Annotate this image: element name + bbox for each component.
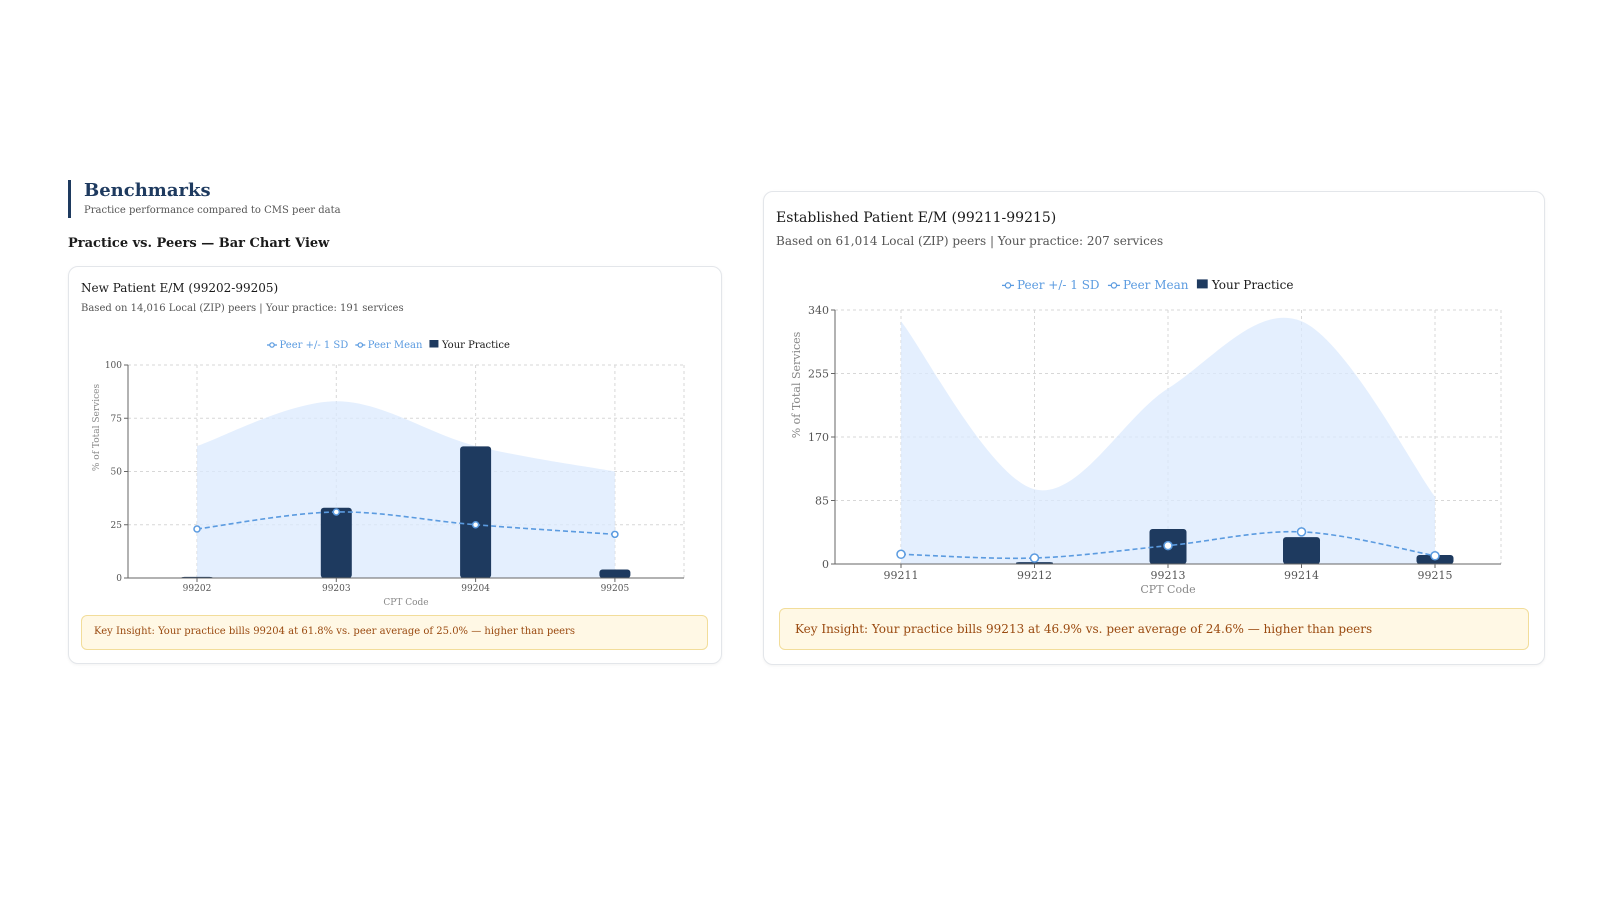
- key-insight: Key Insight: Your practice bills 99204 a…: [81, 615, 708, 650]
- peer-mean-point-99215: [1430, 551, 1440, 561]
- peer-mean-point-99202: [193, 525, 201, 533]
- y-axis-title: % of Total Services: [92, 384, 102, 472]
- y-tick-label: 255: [808, 367, 829, 380]
- y-tick-label: 25: [111, 521, 123, 531]
- y-tick-label: 100: [105, 361, 122, 371]
- peer-mean-point-99211: [896, 549, 906, 560]
- y-tick-label: 85: [815, 494, 829, 507]
- y-tick-label: 0: [116, 574, 122, 584]
- legend-practice-item: Your Practice: [429, 340, 510, 351]
- legend-practice-label: Your Practice: [1211, 278, 1294, 292]
- peer-mean-point-99204: [471, 521, 480, 529]
- bar-99204: [460, 446, 492, 578]
- x-tick-label: 99212: [1017, 569, 1052, 582]
- peer-mean-point-99205: [611, 530, 619, 539]
- peer-mean-point-99203: [332, 508, 341, 516]
- y-tick-label: 0: [822, 558, 829, 571]
- legend-sd-swatch-dot: [269, 342, 275, 348]
- y-tick-label: 170: [808, 431, 829, 444]
- bar-99203: [320, 507, 352, 578]
- legend-practice-swatch: [1196, 279, 1208, 289]
- x-axis-title: CPT Code: [1140, 583, 1195, 596]
- x-tick-label: 99204: [461, 584, 490, 594]
- legend-mean-swatch-dot: [1110, 282, 1118, 289]
- card-title: Established Patient E/M (99211-99215): [776, 210, 1057, 226]
- y-axis-title: % of Total Services: [790, 331, 803, 438]
- key-insight: Key Insight: Your practice bills 99213 a…: [779, 608, 1529, 650]
- established-patient-card: Established Patient E/M (99211-99215) Ba…: [763, 191, 1545, 665]
- section-title: Practice vs. Peers — Bar Chart View: [68, 236, 330, 251]
- y-tick-label: 340: [808, 304, 829, 317]
- card-title: New Patient E/M (99202-99205): [81, 281, 279, 295]
- chart-legend: Peer +/- 1 SD Peer Mean Your Practice: [1002, 278, 1293, 292]
- legend-sd-label: Peer +/- 1 SD: [280, 340, 349, 351]
- legend-sd-item: Peer +/- 1 SD: [267, 340, 348, 351]
- peer-mean-point-99213: [1163, 540, 1173, 551]
- chart-legend: Peer +/- 1 SD Peer Mean Your Practice: [267, 340, 510, 351]
- bar-99214: [1283, 537, 1320, 564]
- new-patient-chart: Peer +/- 1 SD Peer Mean Your Practice 0 25 50…: [92, 340, 685, 608]
- legend-mean-item: Peer Mean: [355, 340, 423, 351]
- new-patient-card: New Patient E/M (99202-99205) Based on 1…: [68, 266, 722, 664]
- peer-mean-line: [196, 511, 615, 536]
- legend-practice-swatch: [429, 340, 439, 348]
- card-subtitle: Based on 61,014 Local (ZIP) peers | Your…: [776, 234, 1164, 248]
- card-subtitle: Based on 14,016 Local (ZIP) peers | Your…: [81, 303, 404, 314]
- legend-mean-label: Peer Mean: [1123, 278, 1189, 292]
- page-subtitle: Practice performance compared to CMS pee…: [84, 205, 341, 216]
- legend-practice-label: Your Practice: [441, 340, 510, 351]
- legend-sd-item: Peer +/- 1 SD: [1002, 278, 1100, 292]
- sd-band-area: [901, 317, 1435, 564]
- legend-sd-swatch-dot: [1004, 282, 1012, 289]
- legend-mean-item: Peer Mean: [1107, 278, 1189, 292]
- x-tick-label: 99205: [601, 584, 630, 594]
- legend-mean-label: Peer Mean: [368, 340, 423, 351]
- x-tick-label: 99211: [884, 569, 919, 582]
- legend-practice-item: Your Practice: [1196, 278, 1294, 292]
- x-tick-label: 99215: [1418, 569, 1453, 582]
- x-tick-label: 99214: [1284, 569, 1319, 582]
- x-axis-title: CPT Code: [383, 598, 428, 608]
- y-tick-label: 50: [111, 468, 123, 478]
- x-tick-label: 99213: [1151, 569, 1186, 582]
- legend-mean-swatch-dot: [357, 342, 364, 348]
- bar-99205: [599, 569, 631, 578]
- peer-mean-point-99212: [1029, 553, 1040, 563]
- x-tick-label: 99203: [322, 584, 351, 594]
- sd-band-area: [197, 401, 615, 578]
- established-patient-chart: Peer +/- 1 SD Peer Mean Your Practice 0 85 17…: [790, 278, 1502, 596]
- page-header: Benchmarks Practice performance compared…: [68, 180, 341, 218]
- page-title: Benchmarks: [84, 180, 211, 201]
- y-tick-label: 75: [111, 414, 123, 424]
- x-tick-label: 99202: [183, 584, 212, 594]
- peer-mean-point-99214: [1296, 527, 1307, 537]
- legend-sd-label: Peer +/- 1 SD: [1017, 278, 1100, 292]
